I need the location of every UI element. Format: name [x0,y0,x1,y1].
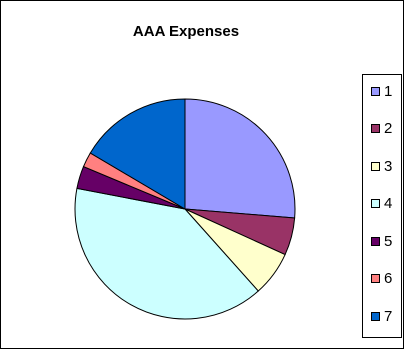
legend-item-2: 2 [371,119,392,139]
legend-swatch-5 [371,236,380,246]
legend-label-3: 3 [384,157,393,175]
legend-item-3: 3 [371,156,392,176]
legend-swatch-7 [371,311,380,321]
legend-swatch-4 [371,199,380,208]
legend-item-1: 1 [371,81,392,101]
legend: 1 2 3 4 5 6 7 [362,74,402,338]
legend-label-4: 4 [384,195,393,212]
legend-label-1: 1 [384,82,393,100]
pie-slice-1 [184,98,296,219]
legend-swatch-1 [371,86,380,96]
legend-label-5: 5 [384,232,393,250]
legend-item-6: 6 [371,269,392,289]
pie-slice-7 [89,98,186,210]
pie-slice-4 [74,187,259,320]
legend-item-7: 7 [371,306,392,326]
legend-swatch-3 [371,161,380,171]
legend-item-5: 5 [371,231,392,251]
legend-swatch-6 [371,274,380,283]
legend-swatch-2 [371,124,380,133]
legend-item-4: 4 [371,194,392,214]
legend-label-7: 7 [384,307,393,325]
legend-label-6: 6 [384,270,393,287]
legend-label-2: 2 [384,120,393,137]
chart-title: AAA Expenses [132,23,240,40]
